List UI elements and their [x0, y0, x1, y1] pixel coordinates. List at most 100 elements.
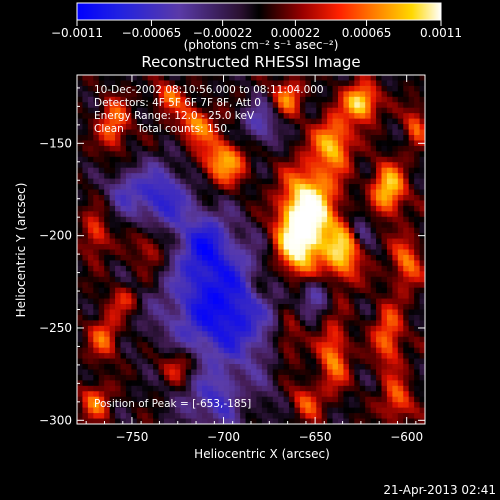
heatmap-cell [359, 178, 366, 185]
heatmap-cell [77, 391, 84, 398]
heatmap-cell [240, 358, 247, 365]
heatmap-cell [196, 309, 203, 316]
heatmap-cell [136, 402, 143, 409]
x-tick-label: −650 [299, 430, 332, 444]
heatmap-cell [218, 287, 225, 294]
heatmap-cell [164, 145, 171, 152]
heatmap-cell [245, 118, 252, 125]
heatmap-cell [158, 287, 165, 294]
heatmap-cell [185, 91, 192, 98]
heatmap-cell [376, 249, 383, 256]
heatmap-cell [202, 156, 209, 163]
heatmap-cell [196, 96, 203, 103]
heatmap-cell [212, 216, 219, 223]
heatmap-cell [267, 244, 274, 251]
heatmap-cell [104, 173, 111, 180]
heatmap-cell [408, 85, 415, 92]
heatmap-cell [153, 162, 160, 169]
heatmap-cell [321, 347, 328, 354]
heatmap-cell [278, 396, 285, 403]
heatmap-cell [343, 293, 350, 300]
heatmap-cell [212, 151, 219, 158]
heatmap-cell [414, 85, 421, 92]
heatmap-cell [403, 124, 410, 131]
heatmap-cell [98, 118, 105, 125]
heatmap-cell [142, 222, 149, 229]
heatmap-cell [289, 178, 296, 185]
heatmap-cell [348, 271, 355, 278]
heatmap-cell [104, 162, 111, 169]
heatmap-cell [136, 331, 143, 338]
heatmap-cell [142, 145, 149, 152]
heatmap-cell [169, 113, 176, 120]
heatmap-cell [414, 336, 421, 343]
heatmap-cell [125, 205, 132, 212]
heatmap-cell [131, 282, 138, 289]
heatmap-cell [278, 227, 285, 234]
heatmap-cell [386, 293, 393, 300]
heatmap-cell [283, 189, 290, 196]
heatmap-cell [98, 249, 105, 256]
heatmap-cell [267, 282, 274, 289]
heatmap-cell [397, 124, 404, 131]
heatmap-cell [343, 413, 350, 420]
heatmap-cell [278, 107, 285, 114]
heatmap-cell [180, 156, 187, 163]
heatmap-cell [196, 167, 203, 174]
heatmap-cell [164, 336, 171, 343]
heatmap-cell [104, 331, 111, 338]
heatmap-cell [261, 347, 268, 354]
heatmap-cell [359, 200, 366, 207]
heatmap-cell [136, 194, 143, 202]
heatmap-cell [376, 364, 383, 371]
heatmap-cell [98, 80, 105, 87]
heatmap-cell [294, 238, 301, 245]
heatmap-cell [321, 336, 328, 343]
heatmap-cell [202, 167, 209, 174]
heatmap-cell [185, 298, 192, 305]
heatmap-cell [289, 129, 296, 136]
heatmap-cell [185, 227, 192, 234]
heatmap-cell [376, 396, 383, 403]
heatmap-cell [87, 118, 94, 125]
heatmap-cell [338, 418, 345, 424]
heatmap-cell [376, 113, 383, 120]
heatmap-cell [419, 156, 425, 163]
heatmap-cell [278, 282, 285, 289]
heatmap-cell [370, 189, 377, 196]
heatmap-cell [278, 75, 285, 82]
heatmap-cell [131, 402, 138, 409]
heatmap-cell [109, 265, 116, 272]
heatmap-cell [386, 314, 393, 321]
heatmap-cell [82, 118, 89, 125]
heatmap-cell [207, 162, 214, 169]
heatmap-cell [332, 265, 339, 272]
heatmap-cell [115, 91, 122, 98]
heatmap-cell [234, 140, 241, 147]
heatmap-cell [338, 178, 345, 185]
y-tick-label: −250 [39, 321, 72, 335]
y-axis-label: Heliocentric Y (arcsec) [14, 183, 28, 318]
heatmap-cell [327, 298, 334, 305]
colorbar-tick-label: −0.00065 [122, 26, 182, 40]
heatmap-cell [343, 385, 350, 392]
heatmap-cell [354, 374, 361, 381]
heatmap-cell [240, 194, 247, 202]
heatmap-cell [136, 385, 143, 392]
heatmap-cell [272, 380, 279, 387]
heatmap-cell [348, 96, 355, 103]
heatmap-cell [408, 364, 415, 371]
heatmap-cell [392, 304, 399, 311]
heatmap-cell [147, 178, 154, 185]
heatmap-cell [370, 293, 377, 300]
heatmap-cell [261, 75, 268, 82]
heatmap-cell [115, 413, 122, 420]
heatmap-cell [338, 325, 345, 332]
heatmap-cell [212, 178, 219, 185]
heatmap-cell [115, 145, 122, 152]
heatmap-cell [278, 184, 285, 191]
heatmap-cell [408, 194, 415, 202]
heatmap-cell [147, 227, 154, 234]
heatmap-cell [87, 342, 94, 349]
heatmap-cell [386, 194, 393, 202]
